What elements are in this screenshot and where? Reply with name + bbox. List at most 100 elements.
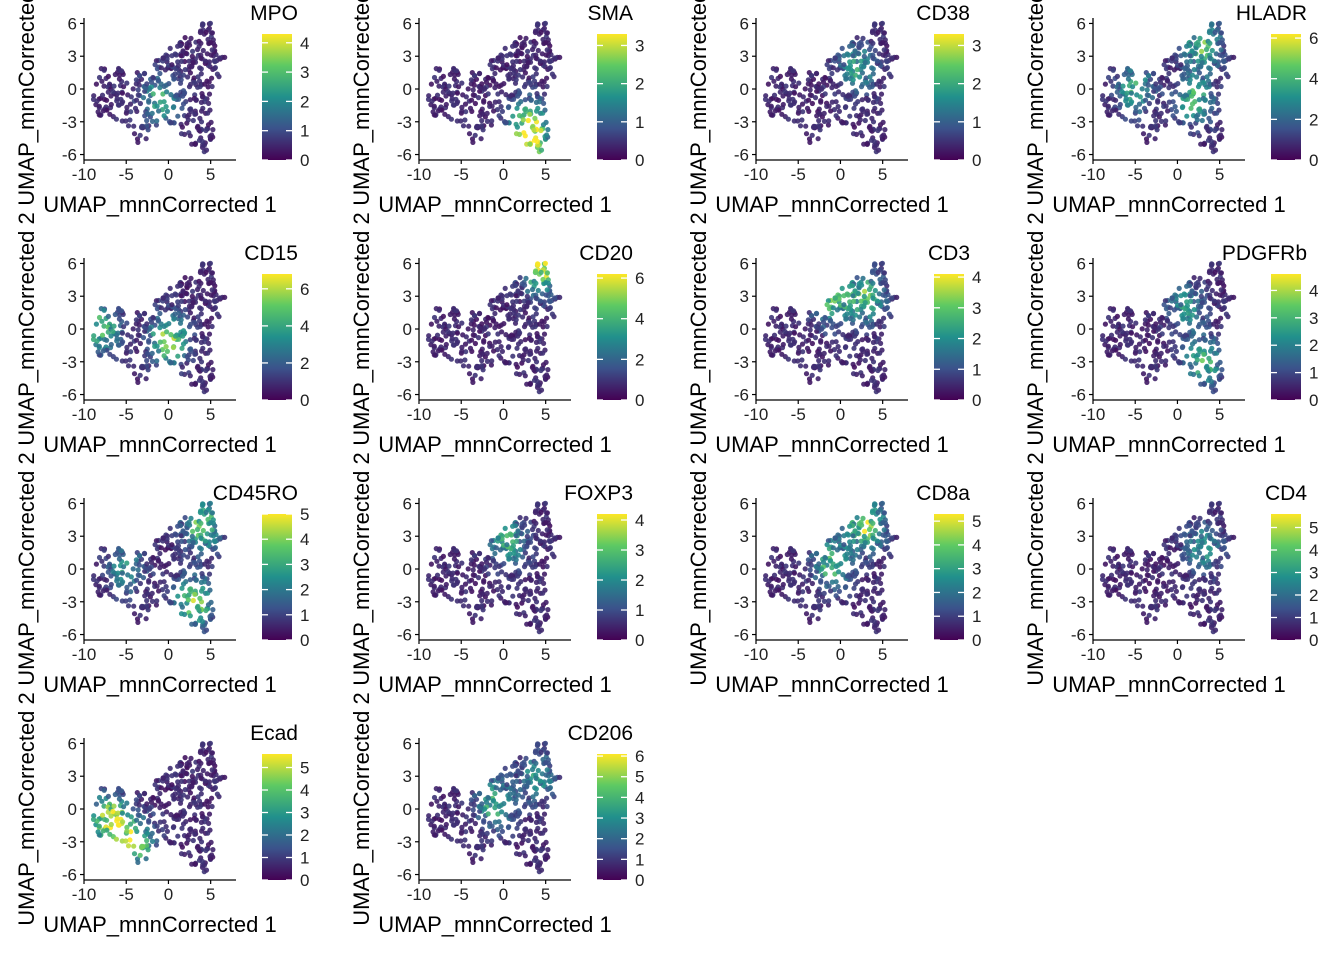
data-point (1212, 269, 1218, 275)
data-point (137, 73, 143, 79)
data-point (546, 298, 552, 304)
data-point (182, 275, 188, 281)
data-point (537, 321, 543, 327)
data-point (135, 379, 141, 385)
data-point (162, 307, 168, 313)
data-point (1194, 357, 1200, 363)
data-point (850, 58, 857, 64)
data-point (116, 316, 122, 322)
data-point (878, 340, 884, 346)
data-point (470, 572, 476, 578)
data-point (847, 283, 853, 289)
data-point (1133, 80, 1139, 86)
data-point (93, 321, 99, 327)
data-point (434, 572, 441, 578)
data-point (206, 331, 213, 337)
data-point (214, 311, 220, 317)
data-point (169, 302, 175, 308)
data-point (178, 533, 184, 539)
data-point (816, 598, 822, 604)
data-point (838, 321, 844, 327)
legend-title: CD45RO (213, 482, 298, 505)
data-point (1178, 302, 1184, 308)
data-point (489, 118, 495, 124)
data-point (485, 91, 491, 97)
data-point (154, 306, 160, 312)
x-axis-title: UMAP_mnnCorrected 1 (715, 432, 949, 457)
data-point (533, 520, 539, 526)
colorbar-tick-label: 2 (300, 92, 309, 111)
data-point (114, 576, 120, 582)
data-point (119, 570, 125, 576)
data-point (1124, 90, 1130, 96)
data-point (816, 81, 822, 87)
data-point (1127, 308, 1134, 314)
data-point (881, 287, 887, 293)
data-point (879, 500, 886, 506)
data-point (178, 557, 184, 563)
data-point (186, 84, 193, 90)
data-point (807, 327, 813, 333)
data-point (807, 619, 813, 626)
scatter-points (762, 20, 900, 155)
data-point (1181, 93, 1188, 99)
data-point (881, 563, 887, 570)
data-point (472, 612, 478, 618)
data-point (812, 335, 819, 341)
data-point (515, 72, 522, 78)
data-point (843, 75, 849, 81)
data-point (803, 131, 810, 137)
data-point (547, 65, 553, 72)
data-point (1136, 117, 1142, 123)
data-point (469, 337, 475, 343)
colorbar (1271, 34, 1301, 160)
data-point (546, 538, 552, 544)
data-point (863, 75, 869, 81)
x-tick-label: -5 (119, 405, 134, 424)
data-point (1159, 74, 1165, 81)
data-point (156, 348, 162, 354)
data-point (487, 302, 493, 308)
data-point (870, 546, 876, 552)
data-point (780, 573, 786, 579)
data-point (468, 557, 474, 563)
data-point (499, 329, 505, 335)
data-point (105, 73, 111, 79)
colorbar-tick-label: 3 (635, 36, 644, 55)
data-point (164, 89, 170, 95)
data-point (1209, 21, 1215, 27)
colorbar-tick-label: 2 (635, 75, 644, 94)
data-point (131, 371, 138, 377)
data-point (166, 81, 172, 87)
data-point (207, 347, 213, 353)
data-point (862, 117, 868, 124)
data-point (446, 563, 452, 569)
data-point (852, 341, 859, 347)
data-point (96, 74, 103, 81)
data-point (525, 357, 531, 364)
data-point (1207, 71, 1213, 77)
x-tick-label: -5 (1128, 405, 1143, 424)
data-point (153, 298, 159, 304)
data-point (90, 576, 97, 583)
data-point (161, 99, 167, 105)
data-point (175, 543, 181, 549)
data-point (425, 576, 432, 583)
data-point (803, 603, 809, 609)
data-point (121, 84, 127, 90)
data-point (99, 78, 105, 84)
data-point (871, 138, 878, 145)
data-point (833, 323, 839, 329)
data-point (466, 611, 473, 617)
data-point (208, 40, 214, 46)
colorbar-tick-label: 1 (972, 113, 981, 132)
data-point (458, 118, 464, 124)
data-point (192, 79, 198, 85)
data-point (537, 58, 544, 64)
data-point (1117, 333, 1123, 339)
data-point (1194, 117, 1200, 123)
data-point (833, 593, 839, 599)
data-point (1146, 132, 1152, 138)
data-point (209, 47, 215, 53)
